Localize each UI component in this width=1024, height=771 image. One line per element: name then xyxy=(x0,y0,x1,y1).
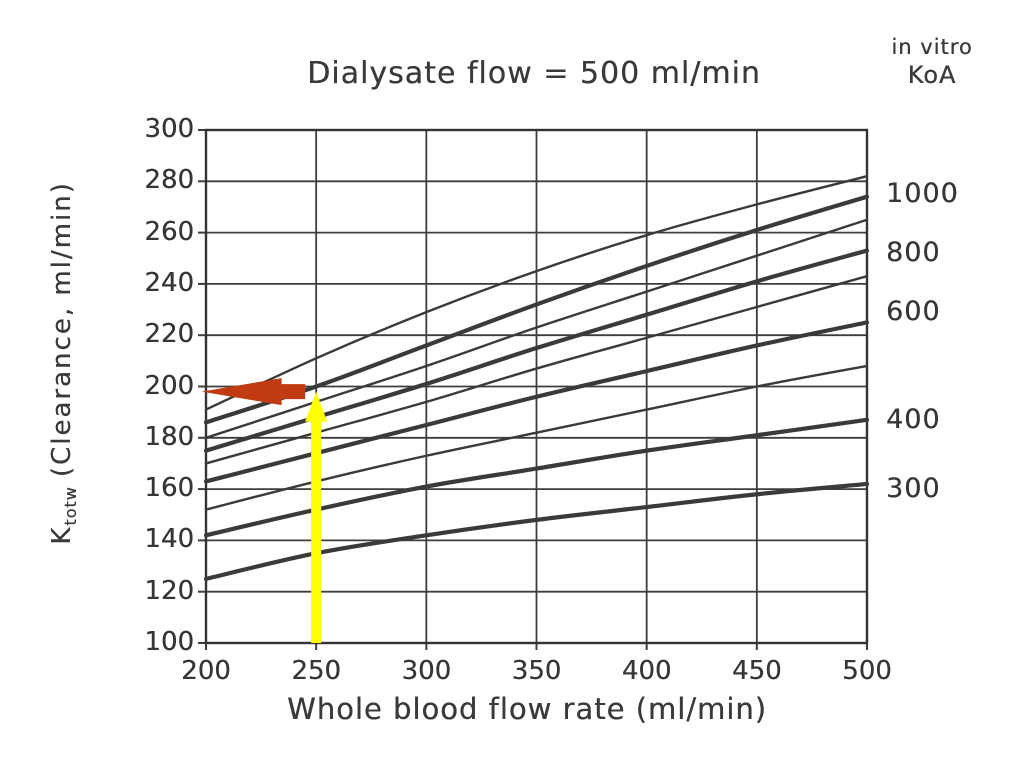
x-axis-title: Whole blood flow rate (ml/min) xyxy=(287,692,767,726)
right-axis-header: in vitro KoA xyxy=(872,34,992,90)
right-axis-header-line2: KoA xyxy=(907,61,957,90)
y-tick-label: 140 xyxy=(144,524,194,555)
red-left-arrow xyxy=(201,378,306,406)
curve-koa-unlabeled xyxy=(204,174,869,411)
y-axis-units: (Clearance, ml/min) xyxy=(47,181,77,478)
y-tick-label: 120 xyxy=(144,575,194,606)
x-tick-label: 200 xyxy=(181,656,231,686)
curve-koa-1000 xyxy=(203,194,870,425)
x-tick-label: 500 xyxy=(842,656,892,686)
y-tick-label: 180 xyxy=(144,421,194,452)
x-tick-label: 300 xyxy=(401,656,452,686)
y-tick-label: 300 xyxy=(144,114,194,144)
koa-label-800: 800 xyxy=(886,237,941,269)
x-tick-label: 400 xyxy=(621,656,672,686)
y-axis-subscript: totw xyxy=(61,486,81,526)
y-tick-label: 240 xyxy=(144,267,194,298)
koa-label-1000: 1000 xyxy=(886,178,959,210)
plot-border xyxy=(204,128,869,645)
koa-label-600: 600 xyxy=(886,296,941,328)
yellow-up-arrow xyxy=(305,391,328,643)
y-tick-label: 100 xyxy=(144,627,194,657)
x-tick-label: 250 xyxy=(291,656,341,686)
chart-title: Dialysate flow = 500 ml/min xyxy=(307,56,761,91)
right-axis-header-line1: in vitro xyxy=(891,35,973,59)
x-tick-label: 450 xyxy=(732,656,782,686)
y-tick-label: 160 xyxy=(144,473,194,504)
y-tick-label: 280 xyxy=(144,165,194,196)
y-tick-label: 260 xyxy=(144,216,194,247)
y-axis-symbol: K xyxy=(47,525,77,545)
y-tick-label: 220 xyxy=(144,319,194,350)
koa-label-400: 400 xyxy=(886,403,941,435)
y-tick-label: 200 xyxy=(144,370,194,401)
y-axis-title: Ktotw (Clearance, ml/min) xyxy=(43,103,81,623)
x-tick-label: 350 xyxy=(511,656,562,686)
koa-label-300: 300 xyxy=(886,473,941,505)
